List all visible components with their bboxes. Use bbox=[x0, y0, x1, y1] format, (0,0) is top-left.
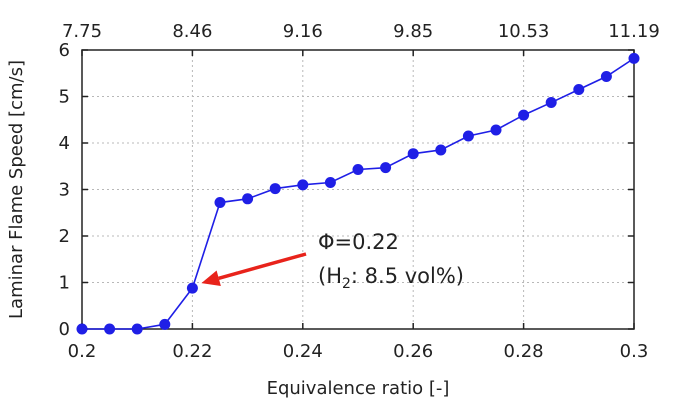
annotation-callout: Φ=0.22 (H2: 8.5 vol%) bbox=[201, 230, 464, 292]
data-point bbox=[242, 193, 254, 205]
data-point bbox=[600, 71, 612, 83]
grid bbox=[82, 50, 634, 329]
x-tick-label: 0.3 bbox=[620, 341, 649, 362]
x-tick-label: 0.24 bbox=[283, 341, 323, 362]
data-point bbox=[545, 97, 557, 109]
data-point bbox=[407, 148, 419, 160]
data-point bbox=[104, 323, 116, 335]
x-axis-title: Equivalence ratio [-] bbox=[267, 378, 450, 399]
data-point bbox=[214, 197, 226, 209]
data-point bbox=[628, 52, 640, 64]
annotation-arrow bbox=[218, 252, 307, 280]
data-point bbox=[76, 323, 88, 335]
axis-ticks: 0.2 7.75 0.22 8.46 0.24 9.16 0.26 9.85 0.28 10.53… bbox=[59, 21, 660, 362]
data-point bbox=[518, 109, 530, 121]
y-tick-label: 1 bbox=[59, 273, 70, 294]
y-tick-label: 4 bbox=[59, 133, 70, 154]
y-tick-label: 3 bbox=[59, 180, 70, 201]
annotation-arrow-head bbox=[201, 270, 221, 286]
data-point bbox=[435, 144, 447, 156]
x2-tick-label: 10.53 bbox=[498, 21, 550, 42]
data-point bbox=[159, 318, 171, 330]
data-point bbox=[131, 323, 143, 335]
annotation-h2-suffix: : 8.5 vol%) bbox=[351, 264, 464, 288]
y-tick-label: 5 bbox=[59, 87, 70, 108]
x-tick-label: 0.26 bbox=[393, 341, 433, 362]
data-point bbox=[352, 164, 364, 176]
x-tick-label: 0.22 bbox=[172, 341, 212, 362]
x2-tick-label: 9.85 bbox=[393, 21, 433, 42]
annotation-h2-subscript: 2 bbox=[342, 276, 351, 292]
x2-tick-label: 9.16 bbox=[283, 21, 323, 42]
x2-tick-label: 11.19 bbox=[608, 21, 660, 42]
annotation-h2-label: (H2: 8.5 vol%) bbox=[318, 264, 464, 292]
data-point bbox=[490, 124, 502, 136]
y-tick-label: 0 bbox=[59, 319, 70, 340]
x2-tick-label: 8.46 bbox=[172, 21, 212, 42]
annotation-phi-label: Φ=0.22 bbox=[318, 230, 399, 254]
data-point bbox=[324, 177, 336, 189]
data-point bbox=[462, 130, 474, 142]
x2-tick-label: 7.75 bbox=[62, 21, 102, 42]
x-tick-label: 0.28 bbox=[504, 341, 544, 362]
annotation-h2-prefix: (H bbox=[318, 264, 342, 288]
y-tick-label: 6 bbox=[59, 40, 70, 61]
data-point bbox=[297, 179, 309, 191]
data-point bbox=[573, 84, 585, 96]
data-point bbox=[269, 183, 281, 195]
y-tick-label: 2 bbox=[59, 226, 70, 247]
y-axis-title: Laminar Flame Speed [cm/s] bbox=[6, 60, 27, 319]
series-blue bbox=[76, 52, 640, 335]
data-point bbox=[380, 162, 392, 174]
x-tick-label: 0.2 bbox=[68, 341, 97, 362]
data-point bbox=[186, 282, 198, 294]
